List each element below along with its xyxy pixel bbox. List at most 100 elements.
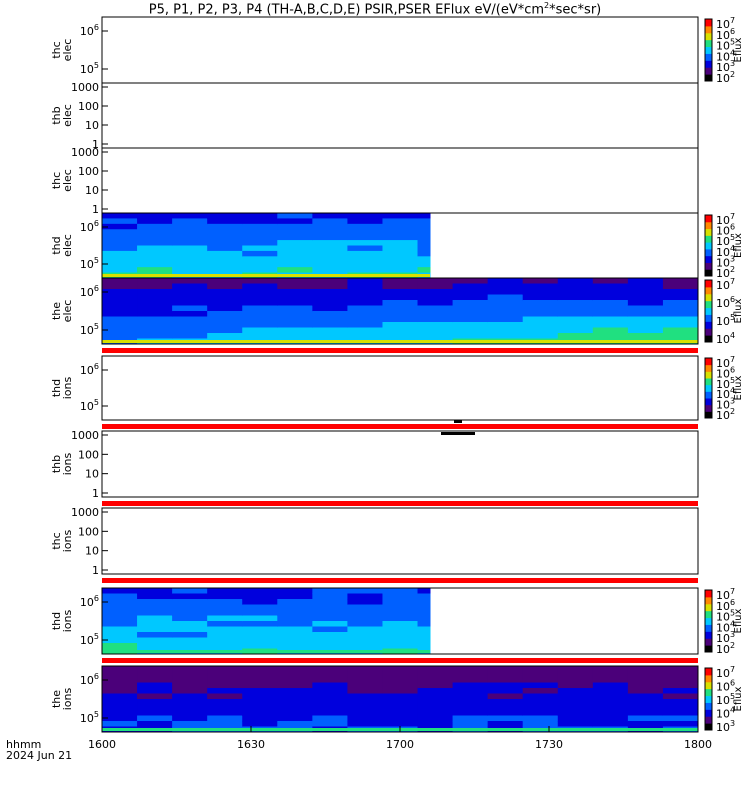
spectro-cell: [312, 245, 348, 252]
spectro-cell: [557, 305, 594, 312]
colorbar-segment: [705, 603, 712, 612]
colorbar-title: Eflux: [733, 233, 744, 258]
spectro-cell: [242, 688, 278, 694]
spectro-cell: [627, 322, 664, 328]
spectro-cell: [452, 677, 489, 683]
spectro-cell: [557, 688, 594, 694]
spectro-cell: [137, 599, 173, 605]
spectro-cell: [382, 682, 419, 689]
spectro-cell: [277, 256, 313, 263]
spectro-cell: [102, 637, 138, 644]
colorbar-thc-elec: [704, 18, 713, 82]
y-tick-label: 106: [80, 594, 99, 609]
x-axis-date: 2024 Jun 21: [6, 749, 73, 762]
spectro-cell: [172, 721, 208, 727]
spectro-cell: [417, 333, 454, 339]
spectro-cell: [592, 682, 629, 689]
spectro-cell: [382, 283, 419, 290]
spectro-cell: [662, 704, 699, 711]
spectro-cell: [417, 240, 431, 246]
colorbar-segment: [705, 46, 712, 54]
spectro-cell: [452, 278, 489, 284]
spectro-cell: [277, 604, 313, 611]
spectro-cell: [277, 666, 313, 672]
spectro-cell: [417, 229, 431, 236]
y-tick-label: 106: [80, 672, 99, 687]
spectro-cell: [242, 256, 278, 263]
spectro-cell: [662, 311, 699, 317]
spectro-cell: [207, 229, 243, 236]
spectro-cell: [487, 300, 524, 306]
spectro-cell: [522, 316, 559, 323]
spectro-cell: [277, 294, 313, 301]
colorbar-segment: [705, 335, 712, 343]
panel-label-type: ions: [61, 609, 74, 632]
spectro-cell: [487, 677, 524, 683]
spectro-cell: [627, 677, 664, 683]
spectro-cell: [452, 289, 489, 295]
spectro-cell: [417, 637, 431, 644]
spectro-cell: [522, 666, 559, 672]
spectro-cell: [557, 715, 594, 722]
spectro-cell: [557, 316, 594, 323]
spectro-cell: [312, 333, 348, 339]
spectro-cell: [382, 671, 419, 678]
y-tick-label: 1: [92, 138, 99, 151]
spectro-cell: [417, 223, 431, 230]
spectro-cell: [592, 322, 629, 328]
spectro-cell: [312, 322, 348, 328]
panel-label-type: elec: [61, 234, 74, 257]
spectro-cell: [417, 213, 431, 219]
spectro-cell: [662, 289, 699, 295]
colorbar-tick-label: 104: [716, 386, 735, 401]
spectro-cell: [347, 218, 383, 225]
spectro-cell: [207, 626, 243, 633]
spectro-cell: [102, 213, 138, 219]
spectro-cell: [102, 626, 138, 633]
spectro-cell: [347, 322, 383, 328]
spectro-cell: [137, 637, 173, 644]
spectro-cell: [102, 604, 138, 611]
spectro-cell: [207, 637, 243, 644]
spectro-cell: [662, 677, 699, 683]
colorbar-segment: [705, 74, 712, 82]
spectro-cell: [312, 721, 348, 727]
spectro-cell: [277, 245, 313, 252]
spectrogram-thd-ions-2: [102, 588, 431, 655]
spectro-cell: [277, 593, 313, 600]
panel-label-thc-elec-2: thc: [50, 172, 63, 189]
spectro-cell: [312, 610, 348, 616]
spectro-cell: [452, 666, 489, 672]
spectro-cell: [172, 327, 208, 334]
spectro-cell: [102, 671, 138, 678]
spectro-cell: [592, 704, 629, 711]
spectro-cell: [382, 693, 419, 700]
spectro-cell: [347, 599, 383, 605]
spectro-cell: [207, 599, 243, 605]
spectro-cell: [347, 637, 383, 644]
spectro-cell: [382, 610, 419, 616]
colorbar-segment: [705, 242, 712, 250]
spectro-cell: [172, 626, 208, 633]
spectro-cell: [137, 283, 173, 290]
spectro-cell: [102, 218, 138, 225]
x-tick-label: 1630: [237, 738, 265, 751]
spectro-cell: [382, 250, 419, 257]
spectro-cell: [347, 677, 383, 683]
spectro-cell: [242, 278, 278, 284]
colorbar-thd-ions: [704, 357, 713, 419]
spectro-cell: [522, 715, 559, 722]
spectro-cell: [452, 715, 489, 722]
spectro-cell: [277, 283, 313, 290]
colorbar-title: Eflux: [733, 298, 744, 323]
spectro-cell: [207, 234, 243, 241]
spectro-cell: [592, 327, 629, 334]
spectro-cell: [417, 593, 431, 600]
spectro-cell: [417, 327, 454, 334]
flag-marker: [441, 432, 475, 435]
spectro-cell: [452, 316, 489, 323]
spectro-cell: [347, 283, 383, 290]
spectro-cell: [417, 693, 454, 700]
spectro-cell: [277, 278, 313, 284]
spectro-cell: [487, 316, 524, 323]
